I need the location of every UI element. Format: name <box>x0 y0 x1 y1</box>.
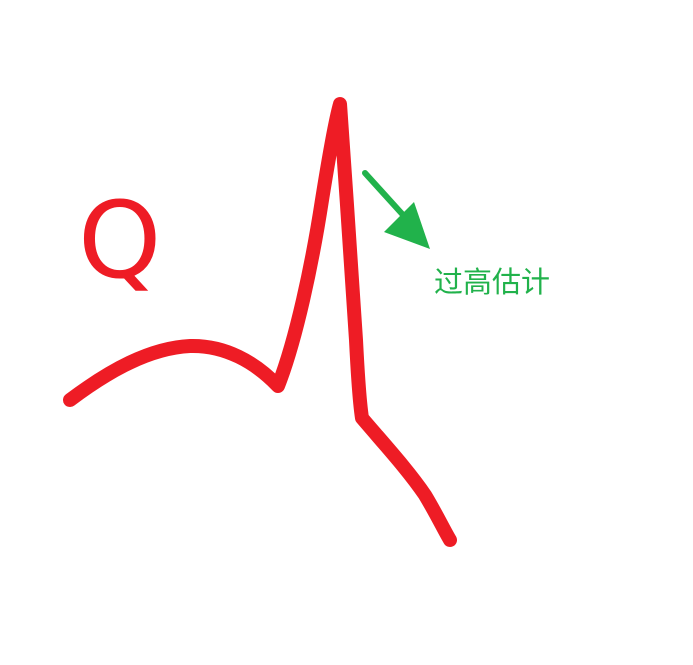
arrow-shaft <box>362 170 407 219</box>
overestimate-arrow <box>362 170 430 249</box>
q-value-curve <box>63 97 457 547</box>
overestimate-label: 过高估计 <box>434 265 551 299</box>
arrow-head <box>384 202 430 249</box>
q-label: Q <box>78 179 162 302</box>
